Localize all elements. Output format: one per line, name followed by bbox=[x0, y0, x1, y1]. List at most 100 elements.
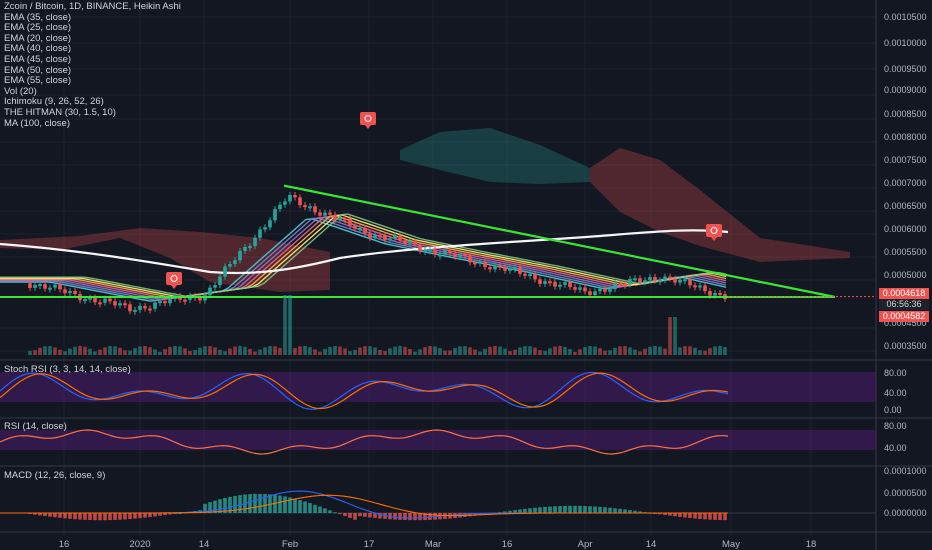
volume-bar bbox=[328, 346, 332, 355]
candle bbox=[143, 305, 147, 309]
volume-bar bbox=[48, 346, 52, 355]
macd-histogram-bar bbox=[333, 512, 337, 514]
macd-histogram-bar bbox=[403, 513, 407, 521]
candle bbox=[528, 274, 532, 277]
volume-bar bbox=[248, 348, 252, 355]
hitman-signal-marker bbox=[711, 237, 717, 241]
volume-bar bbox=[318, 351, 322, 355]
volume-bar bbox=[168, 346, 172, 355]
macd-tick: 0.0000500 bbox=[884, 488, 927, 498]
legend-ema-40: EMA (40, close) bbox=[4, 43, 72, 55]
volume-bar bbox=[333, 346, 337, 355]
volume-bar bbox=[458, 346, 462, 355]
volume-bar bbox=[308, 347, 312, 355]
volume-bar bbox=[93, 351, 97, 355]
macd-histogram-bar bbox=[143, 513, 147, 518]
macd-histogram-bar bbox=[238, 495, 242, 513]
candle bbox=[603, 288, 607, 292]
volume-bar bbox=[643, 348, 647, 355]
candles bbox=[28, 191, 727, 315]
volume-bar bbox=[658, 346, 662, 355]
volume-bar bbox=[423, 347, 427, 355]
volume-bar bbox=[693, 347, 697, 355]
countdown-label: 06:56:36 bbox=[879, 299, 929, 310]
macd-histogram-bar bbox=[103, 513, 107, 521]
volume-bar bbox=[123, 350, 127, 355]
macd-pane-label: MACD (12, 26, close, 9) bbox=[4, 470, 106, 481]
descending-trendline bbox=[283, 184, 836, 299]
candle bbox=[298, 197, 302, 206]
macd-histogram-bar bbox=[343, 513, 347, 517]
candle bbox=[103, 298, 107, 303]
candle bbox=[208, 287, 212, 296]
candle bbox=[683, 279, 687, 282]
macd-histogram-bar bbox=[708, 513, 712, 520]
macd-histogram-bar bbox=[138, 513, 142, 519]
candle bbox=[363, 227, 367, 234]
candle bbox=[33, 284, 37, 288]
candle bbox=[508, 268, 512, 271]
volume-bar bbox=[683, 346, 687, 355]
ichimoku-cloud-green bbox=[400, 128, 590, 184]
volume-bar bbox=[498, 346, 502, 355]
time-tick: 16 bbox=[501, 539, 513, 550]
ema-line bbox=[0, 215, 727, 299]
macd-histogram-bar bbox=[698, 513, 702, 519]
macd-histogram-bar bbox=[688, 513, 692, 519]
macd-histogram-bar bbox=[418, 513, 422, 521]
volume-bar bbox=[38, 347, 42, 355]
ema-line bbox=[0, 213, 727, 298]
candle bbox=[628, 278, 632, 285]
volume-bar bbox=[273, 346, 277, 355]
candle bbox=[568, 282, 572, 288]
volume-bar bbox=[408, 348, 412, 355]
candle bbox=[623, 283, 627, 286]
volume-bar bbox=[598, 348, 602, 355]
volume-bar bbox=[553, 346, 557, 355]
volume-bar bbox=[203, 346, 207, 355]
macd-histogram-bar bbox=[358, 513, 362, 517]
price-tick: 0.0010000 bbox=[884, 38, 927, 48]
macd-histogram-bar bbox=[83, 513, 87, 520]
volume-bar bbox=[288, 295, 292, 355]
candle bbox=[73, 291, 77, 294]
low-line-price-label: 0.0004582 bbox=[879, 311, 929, 322]
macd-histogram-bar bbox=[38, 513, 42, 516]
candle bbox=[388, 238, 392, 241]
time-tick: Mar bbox=[424, 539, 442, 550]
candle bbox=[638, 278, 642, 283]
volume-bar bbox=[633, 349, 637, 355]
volume-bar bbox=[348, 351, 352, 355]
candle bbox=[93, 297, 97, 303]
macd-histogram-bar bbox=[53, 513, 57, 518]
candle bbox=[283, 201, 287, 205]
candle bbox=[493, 265, 497, 270]
rsi-tick: 80.00 bbox=[884, 421, 907, 431]
volume-bar bbox=[573, 351, 577, 355]
macd-tick: 0.0001000 bbox=[884, 466, 927, 476]
macd-histogram-bar bbox=[43, 513, 47, 517]
candle bbox=[583, 287, 587, 292]
time-tick: 18 bbox=[805, 539, 817, 550]
macd-histogram-bar bbox=[213, 500, 217, 513]
volume-bar bbox=[98, 349, 102, 355]
legend-ema-50: EMA (50, close) bbox=[4, 64, 72, 76]
candle bbox=[483, 261, 487, 268]
macd-histogram-bar bbox=[573, 505, 577, 513]
macd-histogram-bar bbox=[408, 513, 412, 521]
time-tick: 16 bbox=[58, 539, 70, 550]
candle bbox=[243, 247, 247, 251]
candle bbox=[63, 289, 67, 294]
candle bbox=[318, 212, 322, 216]
candle bbox=[538, 279, 542, 284]
macd-histogram-bar bbox=[723, 513, 727, 521]
candle bbox=[218, 276, 222, 286]
volume-bar bbox=[478, 351, 482, 355]
macd-histogram-bar bbox=[613, 508, 617, 513]
candle bbox=[478, 261, 482, 264]
candle bbox=[673, 278, 677, 283]
volume-bar bbox=[508, 351, 512, 355]
candle bbox=[88, 297, 92, 300]
volume-bar bbox=[208, 346, 212, 355]
